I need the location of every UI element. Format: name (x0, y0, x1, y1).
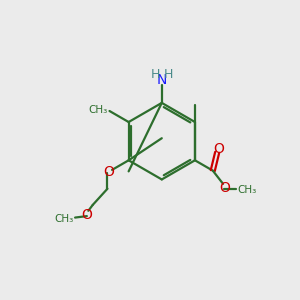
Text: H: H (151, 68, 160, 80)
Text: O: O (81, 208, 92, 222)
Text: CH₃: CH₃ (238, 185, 257, 195)
Text: O: O (219, 181, 230, 195)
Text: N: N (157, 73, 167, 87)
Text: CH₃: CH₃ (54, 214, 74, 224)
Text: H: H (164, 68, 173, 80)
Text: CH₃: CH₃ (88, 105, 107, 116)
Text: O: O (213, 142, 224, 156)
Text: O: O (103, 165, 114, 179)
